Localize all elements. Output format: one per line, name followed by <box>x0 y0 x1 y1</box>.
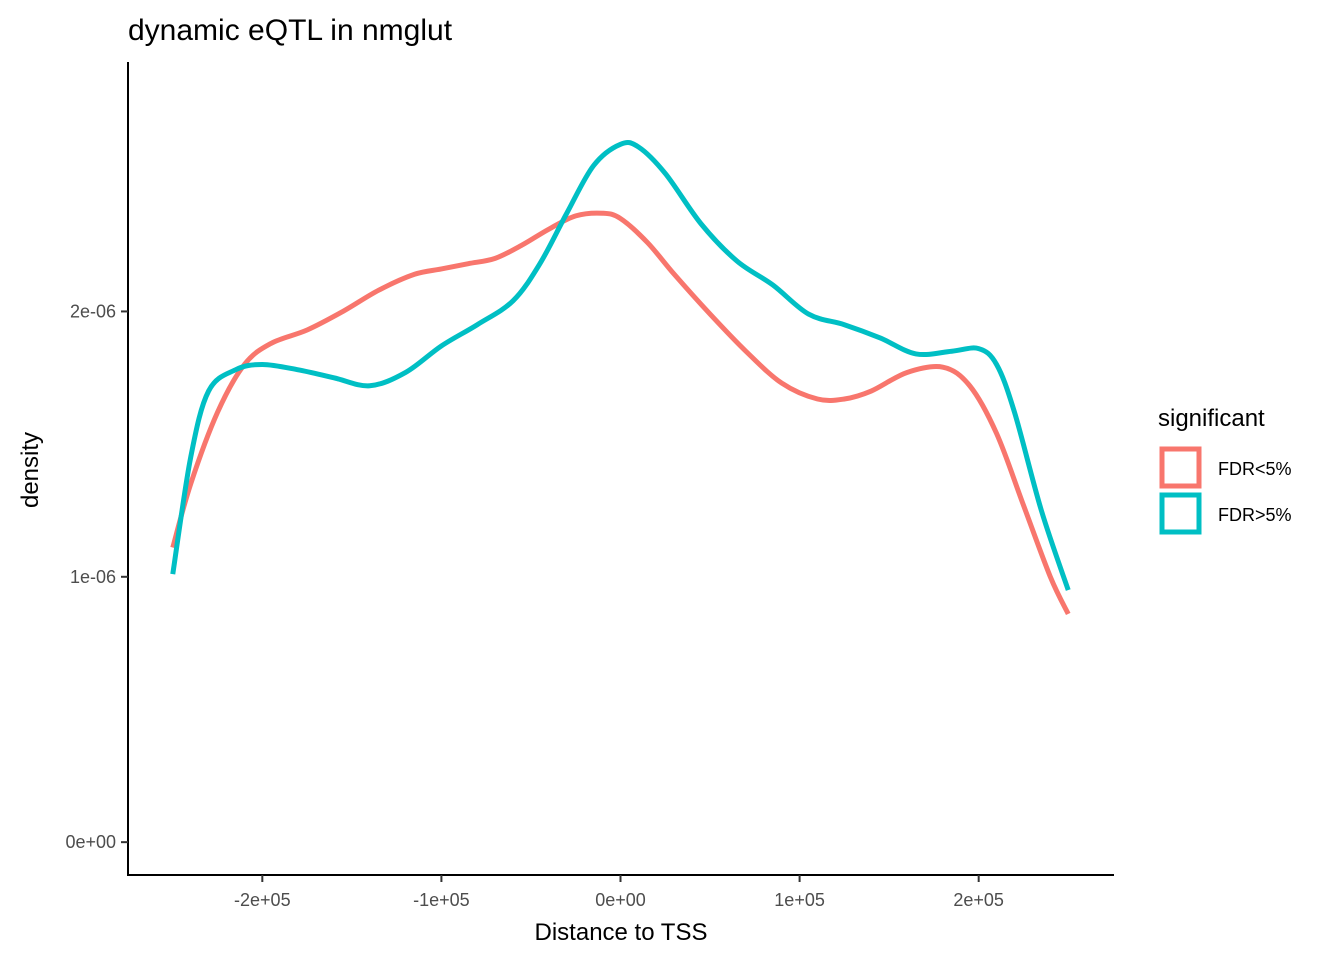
plot-lines <box>170 139 1071 616</box>
legend-item-fdr-gt-5: FDR>5% <box>1159 492 1292 535</box>
x-ticks: -2e+05 -1e+05 0e+00 1e+05 2e+05 <box>234 875 1004 910</box>
legend: significant FDR<5% FDR>5% <box>1158 405 1292 535</box>
legend-label-fdr-gt-5: FDR>5% <box>1218 505 1292 525</box>
x-tick-label: -1e+05 <box>413 890 470 910</box>
y-tick-label: 1e-06 <box>70 567 116 587</box>
legend-item-fdr-lt-5: FDR<5% <box>1159 446 1292 489</box>
x-tick-label: 1e+05 <box>774 890 825 910</box>
series-line-fdr-gt-5 <box>170 139 1071 591</box>
legend-key-fdr-gt-5 <box>1159 492 1202 535</box>
series-line-fdr-lt-5 <box>170 210 1071 616</box>
y-tick-label: 2e-06 <box>70 301 116 321</box>
chart-title: dynamic eQTL in nmglut <box>128 14 453 47</box>
legend-key-fdr-lt-5 <box>1159 446 1202 489</box>
x-tick-label: -2e+05 <box>234 890 291 910</box>
x-tick-label: 0e+00 <box>595 890 646 910</box>
y-ticks: 0e+00 1e-06 2e-06 <box>65 301 128 852</box>
legend-title: significant <box>1158 405 1265 432</box>
x-tick-label: 2e+05 <box>953 890 1004 910</box>
legend-label-fdr-lt-5: FDR<5% <box>1218 459 1292 479</box>
y-tick-label: 0e+00 <box>65 832 116 852</box>
x-axis-title: Distance to TSS <box>535 919 708 946</box>
y-axis-title: density <box>17 432 44 508</box>
